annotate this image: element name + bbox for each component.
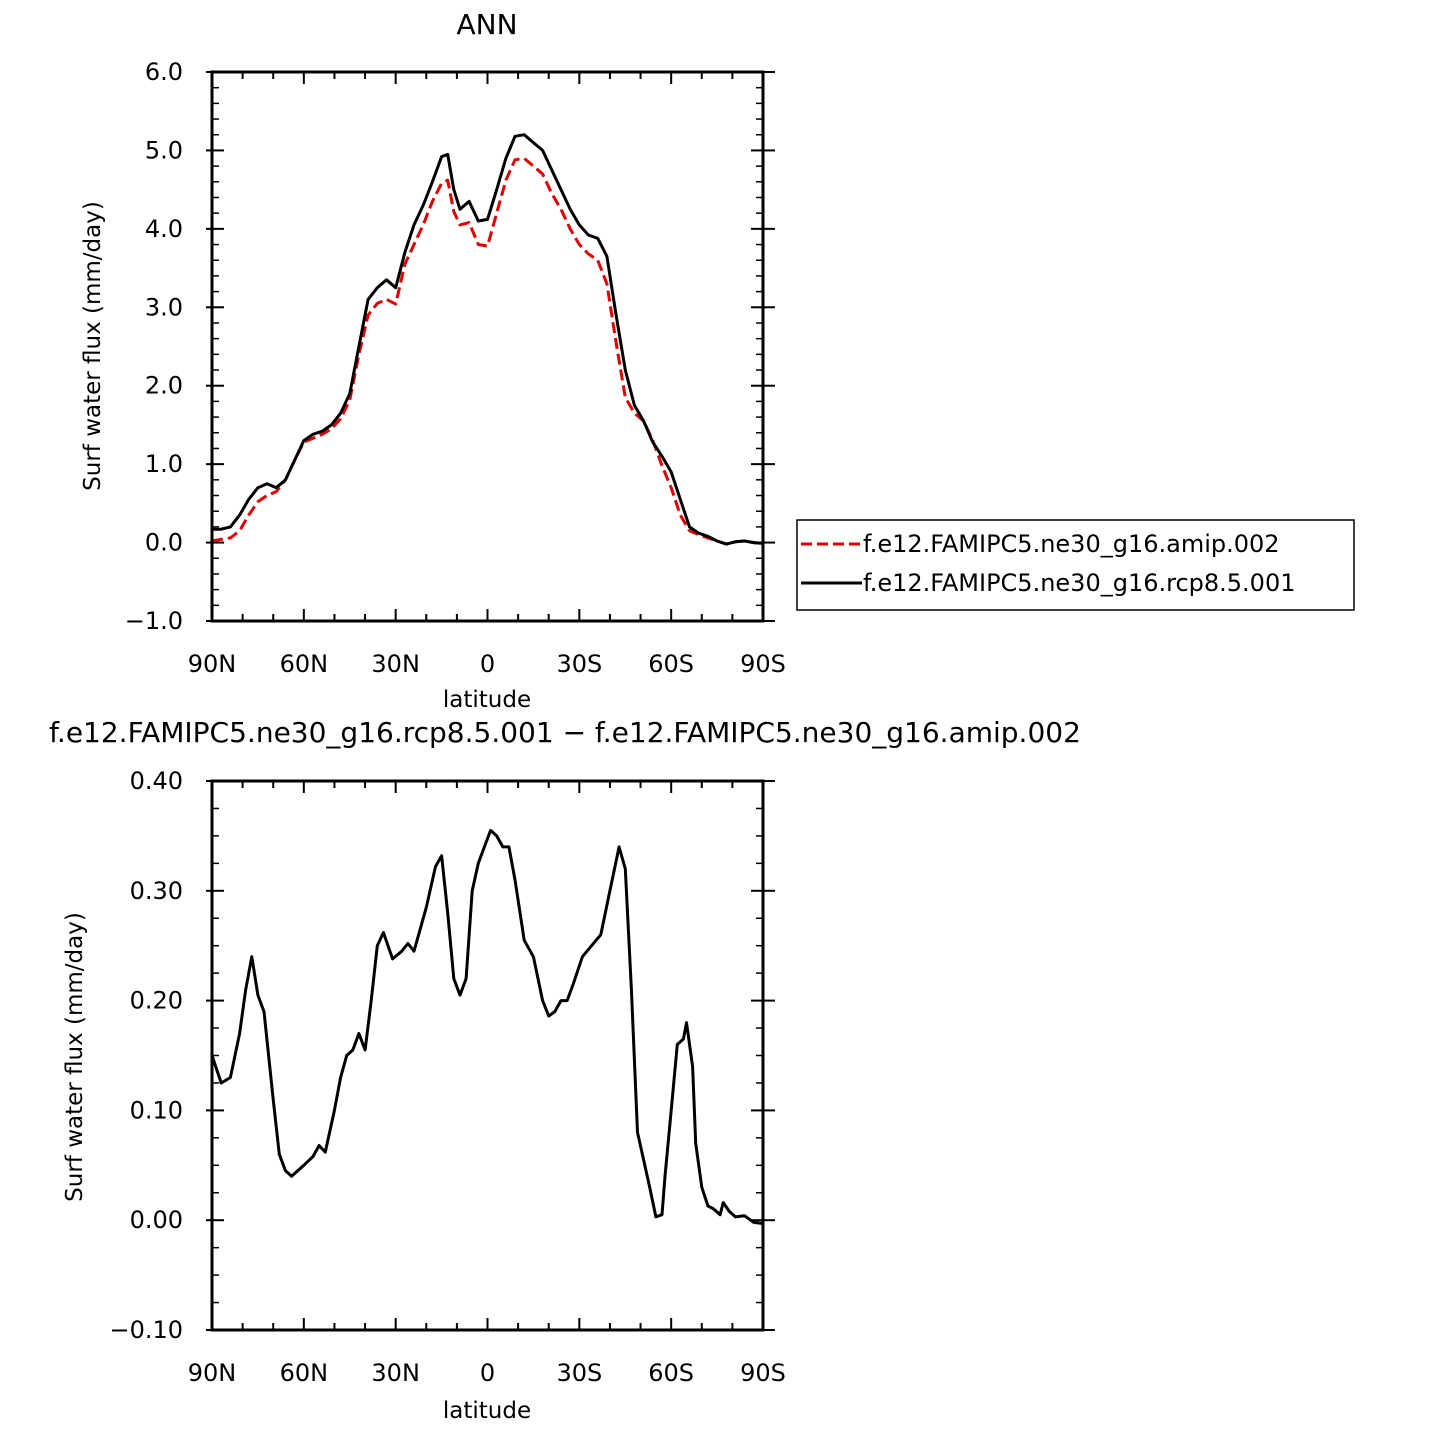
x-tick-label: 30N [371, 650, 420, 678]
top-series-lines [211, 133, 764, 546]
bottom-y-tick-labels: 0.40 0.30 0.20 0.10 0.00 −0.10 [109, 767, 183, 1344]
series-line-1 [212, 133, 764, 546]
y-tick-label: 6.0 [145, 58, 183, 86]
y-tick-label: 3.0 [145, 293, 183, 321]
y-tick-label: −0.10 [109, 1316, 183, 1344]
y-tick-label: 5.0 [145, 136, 183, 164]
bottom-series-lines [210, 828, 764, 1225]
x-tick-label: 90N [188, 1359, 237, 1387]
x-tick-label: 60N [280, 650, 329, 678]
top-y-axis-title: Surf water flux (mm/day) [80, 201, 106, 491]
y-tick-label: 4.0 [145, 215, 183, 243]
bottom-plot-frame [210, 779, 765, 1332]
x-tick-label: 90N [188, 650, 237, 678]
y-tick-label: 0.0 [145, 529, 183, 557]
x-tick-label: 30S [556, 1359, 602, 1387]
top-plot-title: ANN [456, 8, 517, 41]
x-tick-label: 90S [740, 650, 786, 678]
top-x-tick-labels: 90N 60N 30N 0 30S 60S 90S [188, 650, 786, 678]
x-tick-label: 30N [371, 1359, 420, 1387]
x-tick-label: 0 [480, 1359, 495, 1387]
legend-label-amip: f.e12.FAMIPC5.ne30_g16.amip.002 [863, 530, 1280, 558]
y-tick-label: 0.20 [130, 987, 183, 1015]
x-tick-label: 60N [280, 1359, 329, 1387]
y-tick-label: 0.10 [130, 1096, 183, 1124]
top-x-axis-title: latitude [443, 687, 531, 713]
bottom-y-axis-title: Surf water flux (mm/day) [62, 912, 88, 1202]
x-tick-label: 0 [480, 650, 495, 678]
legend: f.e12.FAMIPC5.ne30_g16.amip.002 f.e12.FA… [796, 519, 1355, 611]
bottom-plot-title: f.e12.FAMIPC5.ne30_g16.rcp8.5.001 − f.e1… [49, 716, 1081, 749]
series-line-0 [211, 156, 764, 546]
legend-box [796, 519, 1355, 611]
x-tick-label: 60S [648, 1359, 694, 1387]
x-tick-label: 30S [556, 650, 602, 678]
bottom-x-tick-labels: 90N 60N 30N 0 30S 60S 90S [188, 1359, 786, 1387]
top-y-tick-labels: 6.0 5.0 4.0 3.0 2.0 1.0 0.0 −1.0 [125, 58, 183, 635]
x-tick-label: 90S [740, 1359, 786, 1387]
top-plot-frame [210, 70, 765, 623]
y-tick-label: 0.30 [130, 877, 183, 905]
legend-label-rcp: f.e12.FAMIPC5.ne30_g16.rcp8.5.001 [863, 569, 1296, 597]
bottom-panel: f.e12.FAMIPC5.ne30_g16.rcp8.5.001 − f.e1… [49, 716, 1081, 1424]
y-tick-label: −1.0 [125, 607, 183, 635]
x-tick-label: 60S [648, 650, 694, 678]
series-line-0 [210, 828, 764, 1225]
y-tick-label: 0.00 [130, 1206, 183, 1234]
y-tick-label: 1.0 [145, 450, 183, 478]
bottom-x-axis-title: latitude [443, 1398, 531, 1424]
top-panel: ANN 6.0 5.0 4.0 3.0 2.0 1.0 0.0 −1.0 90N 60N 30N 0… [80, 8, 786, 713]
y-tick-label: 2.0 [145, 372, 183, 400]
y-tick-label: 0.40 [130, 767, 183, 795]
top-ticks [206, 71, 775, 622]
